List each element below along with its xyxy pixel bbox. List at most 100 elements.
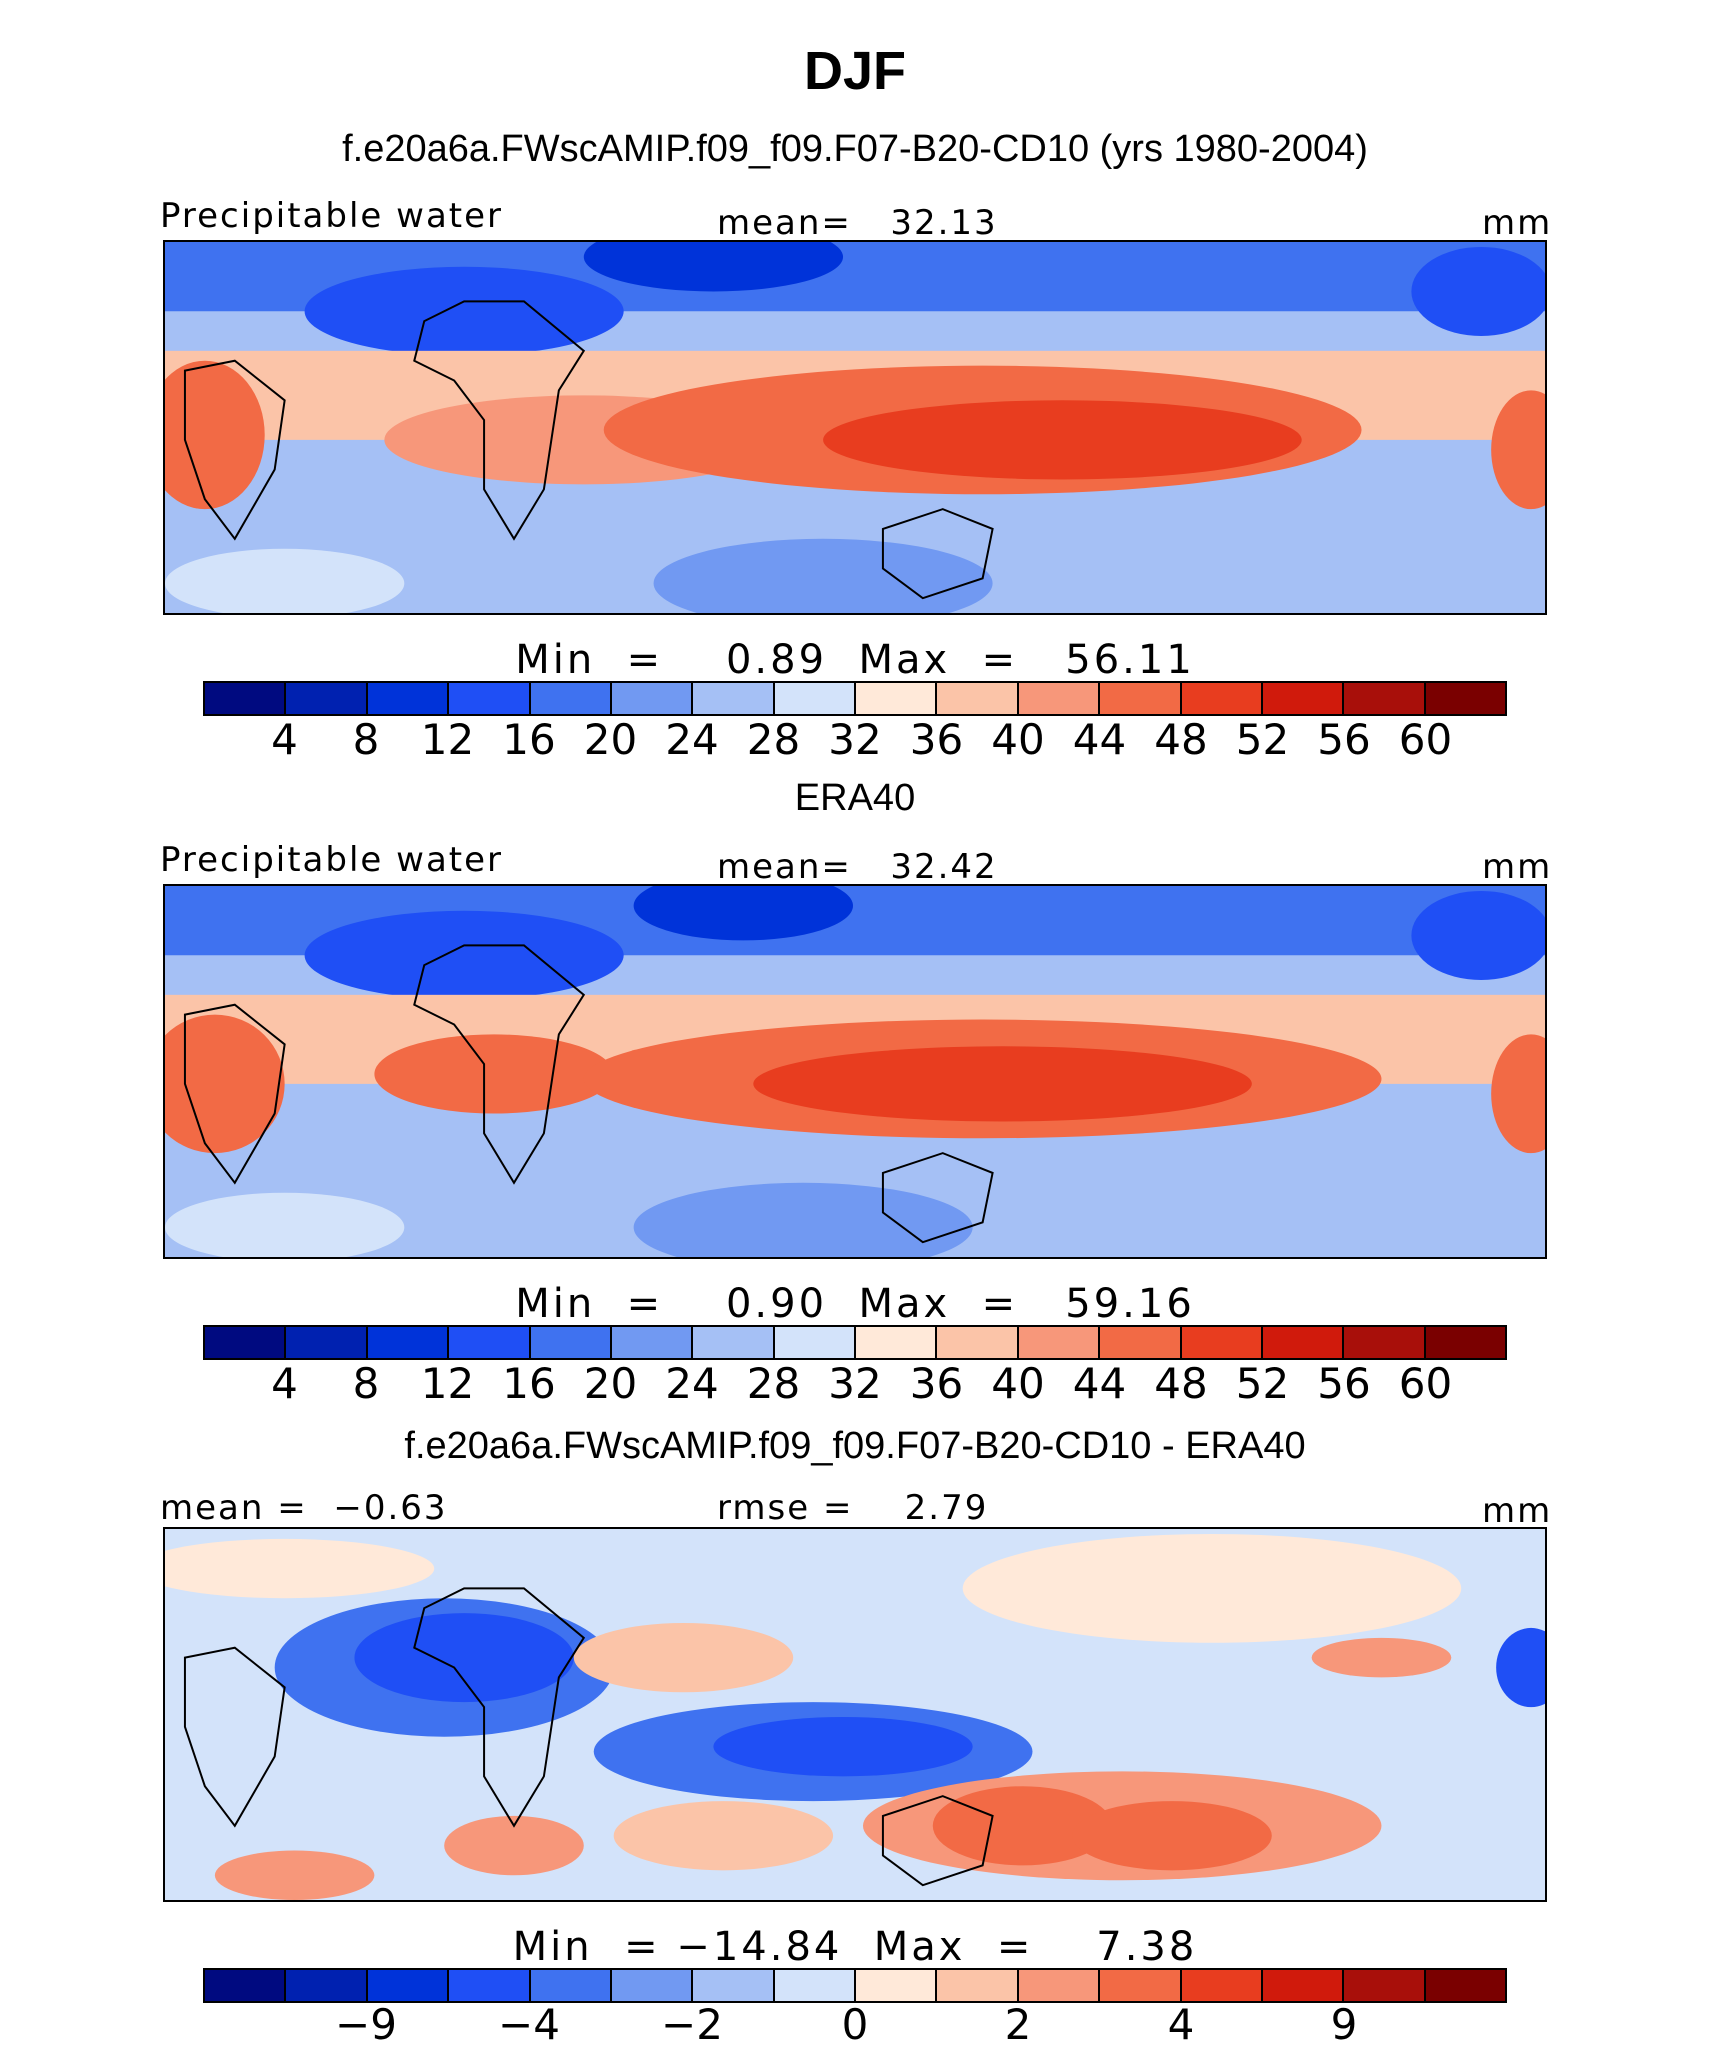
colorbar-swatch: [1100, 683, 1182, 714]
panel3-colorbar-ticks: −9 −4 −2 0 2 4 9: [203, 2000, 1507, 2050]
colorbar-swatch: [856, 683, 938, 714]
colorbar-tick-label: 32: [828, 1359, 882, 1408]
colorbar-tick-label: 36: [909, 715, 964, 764]
panel3-minmax: Min = −14.84 Max = 7.38: [512, 1924, 1198, 1970]
colorbar-swatch: [774, 1327, 856, 1358]
colorbar-tick-label: 24: [665, 1359, 719, 1408]
colorbar-swatch: [1018, 1327, 1101, 1358]
colorbar-swatch: [367, 683, 450, 714]
colorbar-swatch: [1425, 683, 1505, 714]
colorbar-tick-label: −2: [661, 2000, 723, 2049]
colorbar-swatch: [937, 683, 1019, 714]
colorbar-tick-label: 24: [665, 715, 719, 764]
panel3-subtitle: f.e20a6a.FWscAMIP.f09_f09.F07-B20-CD10 -…: [404, 1425, 1306, 1467]
panel2-minmax: Min = 0.90 Max = 59.16: [515, 1281, 1195, 1327]
colorbar-tick-label: 20: [583, 715, 638, 764]
colorbar-tick-label: 32: [828, 715, 882, 764]
colorbar-swatch: [611, 1327, 694, 1358]
colorbar-swatch: [449, 1327, 531, 1358]
colorbar-swatch: [1018, 683, 1101, 714]
colorbar-tick-label: 28: [746, 1359, 801, 1408]
colorbar-swatch: [1344, 1970, 1426, 2001]
colorbar-swatch: [205, 1327, 287, 1358]
colorbar-swatch: [1425, 1970, 1505, 2001]
colorbar-swatch: [856, 1970, 938, 2001]
colorbar-tick-label: 8: [352, 715, 380, 764]
colorbar-swatch: [1181, 683, 1263, 714]
panel1-units-label: mm: [1482, 203, 1553, 243]
panel2-colorbar: [203, 1325, 1507, 1360]
panel1-map: [163, 240, 1547, 615]
figure-title: DJF: [803, 41, 906, 101]
colorbar-tick-label: 4: [271, 1359, 298, 1408]
colorbar-tick-label: 48: [1154, 1359, 1208, 1408]
colorbar-swatch: [1262, 683, 1345, 714]
colorbar-swatch: [1018, 1970, 1101, 2001]
colorbar-tick-label: 9: [1330, 2000, 1358, 2049]
panel1-minmax: Min = 0.89 Max = 56.11: [515, 637, 1195, 683]
colorbar-swatch: [449, 1970, 531, 2001]
colorbar-tick-label: 16: [502, 715, 556, 764]
colorbar-swatch: [205, 1970, 287, 2001]
colorbar-tick-label: −9: [335, 2000, 397, 2049]
colorbar-swatch: [1344, 1327, 1426, 1358]
colorbar-tick-label: −4: [498, 2000, 560, 2049]
colorbar-swatch: [611, 683, 694, 714]
colorbar-swatch: [286, 683, 368, 714]
colorbar-swatch: [693, 1327, 775, 1358]
colorbar-swatch: [693, 683, 775, 714]
colorbar-tick-label: 8: [352, 1359, 380, 1408]
colorbar-swatch: [774, 1970, 856, 2001]
colorbar-swatch: [937, 1970, 1019, 2001]
panel3-colorbar: [203, 1968, 1507, 2003]
panel2-subtitle: ERA40: [794, 777, 916, 819]
colorbar-tick-label: 48: [1154, 715, 1208, 764]
colorbar-tick-label: 2: [1004, 2000, 1032, 2049]
panel3-map: [163, 1527, 1547, 1902]
panel1-colorbar-ticks: 4 8 12 16 20 24 28 32 36 40 44 48 52 56 …: [203, 715, 1507, 765]
colorbar-tick-label: 52: [1235, 1359, 1290, 1408]
colorbar-tick-label: 44: [1072, 715, 1127, 764]
colorbar-swatch: [774, 683, 856, 714]
colorbar-swatch: [530, 1327, 612, 1358]
panel1-mean-label: mean= 32.13: [717, 203, 998, 243]
panel2-units-label: mm: [1482, 847, 1553, 887]
colorbar-tick-label: 4: [271, 715, 298, 764]
panel2-map: [163, 884, 1547, 1259]
colorbar-swatch: [367, 1327, 450, 1358]
colorbar-swatch: [1425, 1327, 1505, 1358]
colorbar-swatch: [530, 1970, 612, 2001]
colorbar-swatch: [1100, 1970, 1182, 2001]
panel2-variable-label: Precipitable water: [160, 840, 504, 880]
colorbar-swatch: [1262, 1970, 1345, 2001]
colorbar-tick-label: 44: [1072, 1359, 1127, 1408]
colorbar-tick-label: 0: [841, 2000, 869, 2049]
colorbar-tick-label: 56: [1317, 1359, 1371, 1408]
colorbar-swatch: [937, 1327, 1019, 1358]
colorbar-swatch: [611, 1970, 694, 2001]
colorbar-swatch: [367, 1970, 450, 2001]
colorbar-swatch: [693, 1970, 775, 2001]
panel3-units-label: mm: [1482, 1491, 1553, 1531]
panel1-subtitle: f.e20a6a.FWscAMIP.f09_f09.F07-B20-CD10 (…: [342, 128, 1368, 170]
colorbar-tick-label: 12: [420, 715, 475, 764]
colorbar-tick-label: 12: [420, 1359, 475, 1408]
colorbar-swatch: [205, 683, 287, 714]
colorbar-tick-label: 52: [1235, 715, 1290, 764]
colorbar-swatch: [530, 683, 612, 714]
colorbar-swatch: [1344, 683, 1426, 714]
panel3-rmse-label: rmse = 2.79: [717, 1488, 989, 1528]
colorbar-swatch: [1181, 1970, 1263, 2001]
colorbar-tick-label: 60: [1398, 715, 1453, 764]
colorbar-swatch: [856, 1327, 938, 1358]
colorbar-swatch: [286, 1327, 368, 1358]
colorbar-tick-label: 16: [502, 1359, 556, 1408]
colorbar-swatch: [1100, 1327, 1182, 1358]
colorbar-tick-label: 60: [1398, 1359, 1453, 1408]
panel1-variable-label: Precipitable water: [160, 196, 504, 236]
panel2-mean-label: mean= 32.42: [717, 847, 998, 887]
panel3-mean-label: mean = −0.63: [160, 1488, 448, 1528]
colorbar-tick-label: 40: [991, 715, 1045, 764]
colorbar-tick-label: 36: [909, 1359, 964, 1408]
panel2-colorbar-ticks: 4 8 12 16 20 24 28 32 36 40 44 48 52 56 …: [203, 1359, 1507, 1409]
